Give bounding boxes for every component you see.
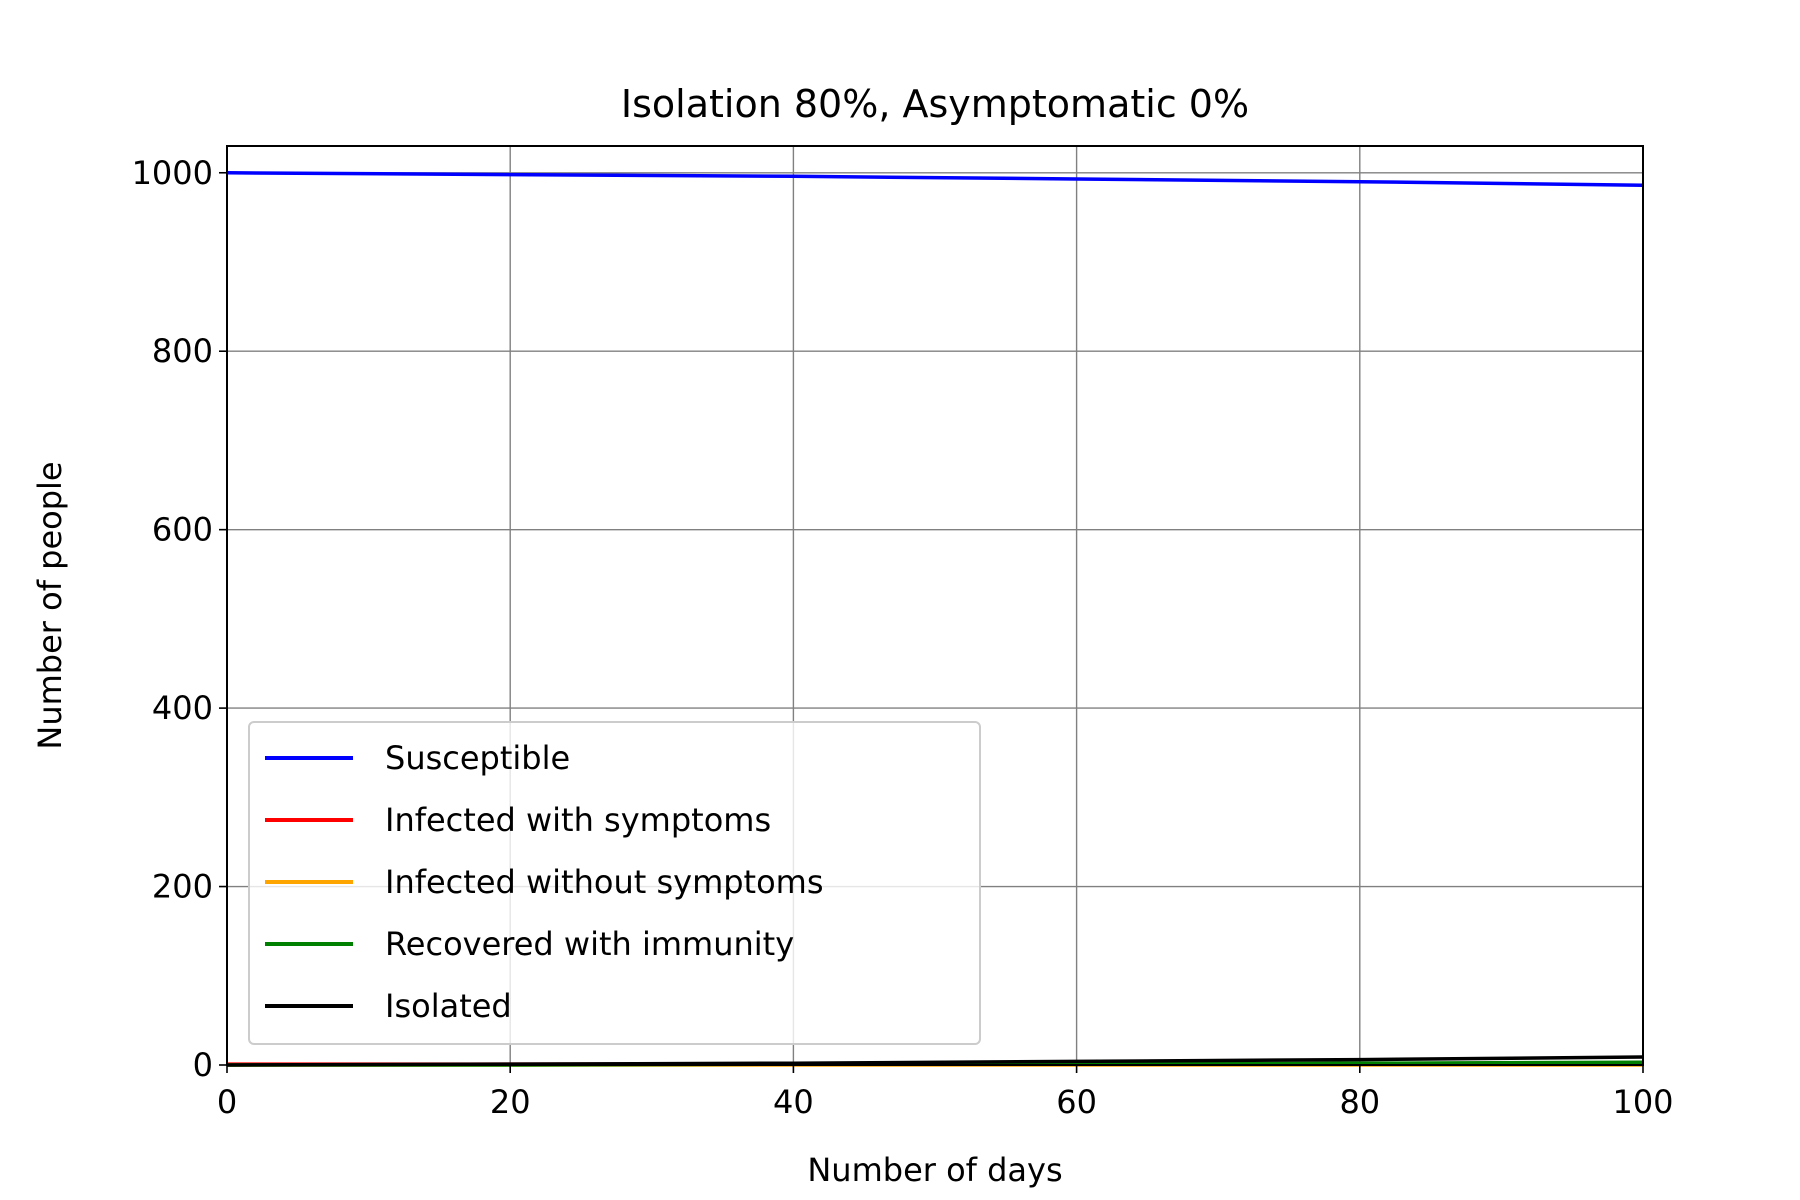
y-tick-label: 400 [152, 689, 213, 727]
legend-label: Isolated [385, 987, 512, 1025]
y-axis-label: Number of people [31, 461, 69, 749]
y-tick-label: 1000 [132, 154, 213, 192]
legend-label: Infected with symptoms [385, 801, 771, 839]
plot-frame [226, 145, 1644, 1066]
y-tick-label: 0 [193, 1046, 213, 1084]
x-tick-label: 0 [217, 1083, 237, 1121]
x-tick-label: 60 [1056, 1083, 1097, 1121]
y-tick-label: 200 [152, 868, 213, 906]
x-tick-label: 40 [773, 1083, 814, 1121]
legend-label: Infected without symptoms [385, 863, 824, 901]
legend-box [248, 721, 981, 1045]
series-line-1 [226, 171, 1644, 188]
legend-label: Susceptible [385, 739, 570, 777]
legend: Susceptible Infected with symptoms Infecte… [248, 721, 981, 1045]
x-tick-label: 20 [490, 1083, 531, 1121]
y-tick-label: 600 [152, 511, 213, 549]
chart-title: Isolation 80%, Asymptomatic 0% [621, 82, 1249, 126]
y-tick-label: 800 [152, 332, 213, 370]
x-axis-label: Number of days [807, 1151, 1062, 1189]
legend-label: Recovered with immunity [385, 925, 794, 963]
x-tick-label: 100 [1612, 1083, 1673, 1121]
x-tick-label: 80 [1339, 1083, 1380, 1121]
